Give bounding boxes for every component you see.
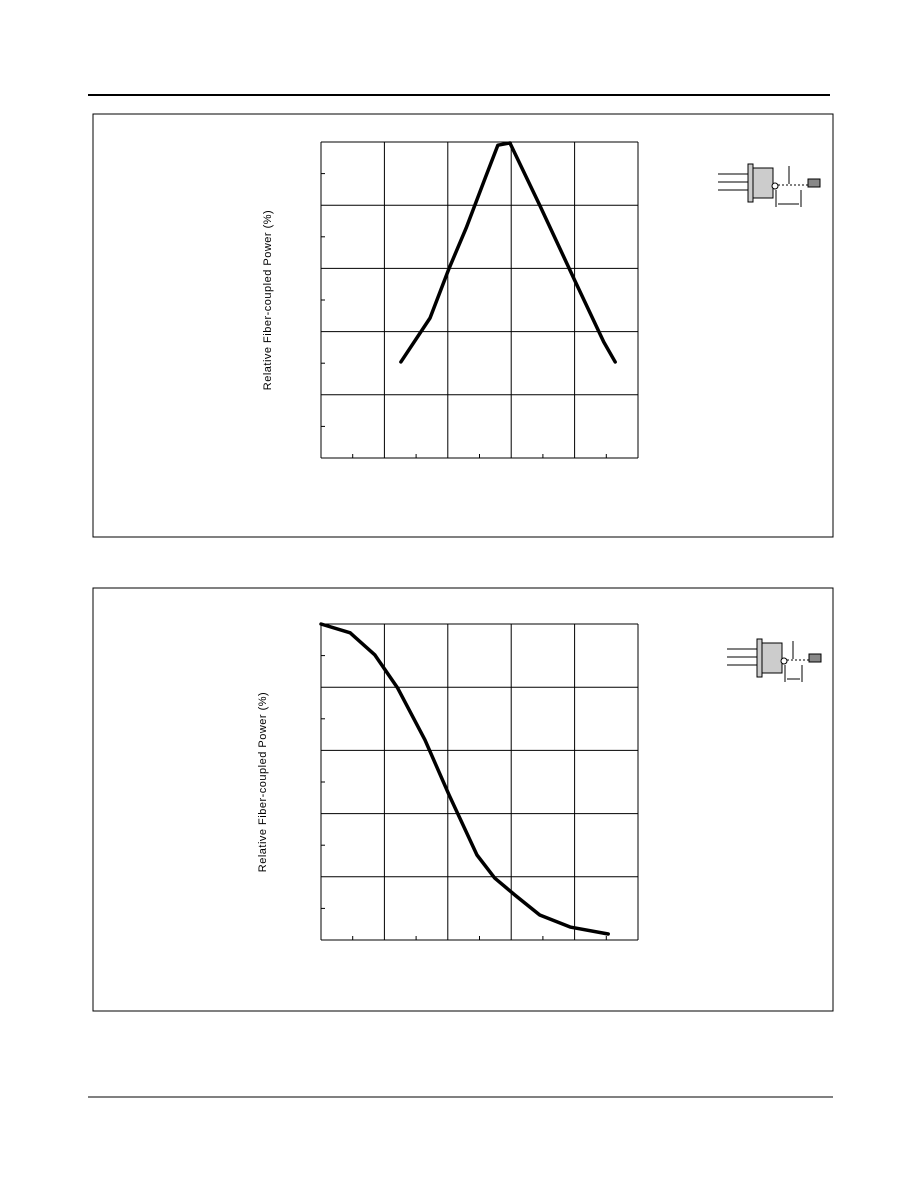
setup-icon <box>718 163 821 207</box>
figure-frame <box>92 587 834 1012</box>
data-line <box>319 622 610 936</box>
data-line <box>399 141 617 364</box>
y-axis-label: Relative Fiber-coupled Power (%) <box>262 210 274 390</box>
y-axis-label: Relative Fiber-coupled Power (%) <box>257 692 269 872</box>
setup-icon <box>727 638 822 682</box>
figure-frame <box>92 113 834 538</box>
